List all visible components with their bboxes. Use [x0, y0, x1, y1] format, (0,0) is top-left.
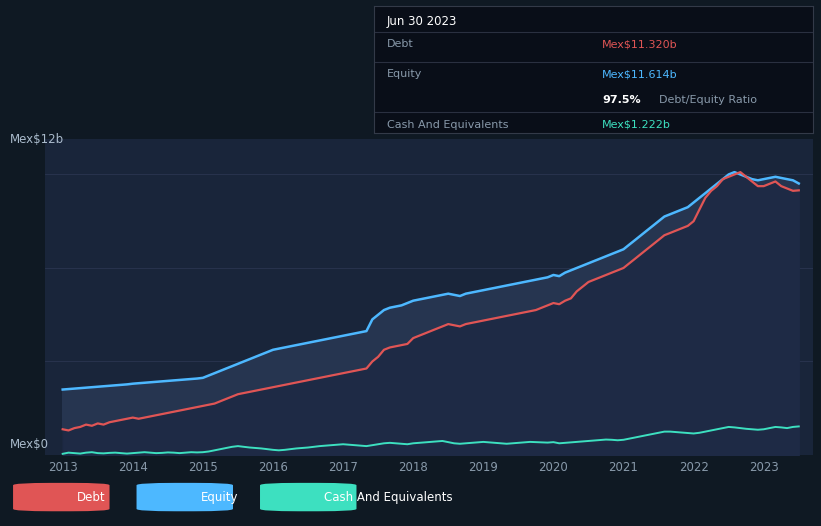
- Text: Jun 30 2023: Jun 30 2023: [387, 15, 457, 28]
- FancyBboxPatch shape: [136, 483, 233, 511]
- Text: Mex$11.614b: Mex$11.614b: [602, 69, 677, 79]
- Text: Equity: Equity: [200, 491, 238, 503]
- Text: Cash And Equivalents: Cash And Equivalents: [387, 120, 508, 130]
- Text: Mex$1.222b: Mex$1.222b: [602, 120, 671, 130]
- FancyBboxPatch shape: [260, 483, 356, 511]
- Text: Equity: Equity: [387, 69, 422, 79]
- Text: Cash And Equivalents: Cash And Equivalents: [324, 491, 452, 503]
- Text: Debt/Equity Ratio: Debt/Equity Ratio: [659, 95, 757, 105]
- Text: Mex$12b: Mex$12b: [10, 133, 64, 146]
- Text: Debt: Debt: [77, 491, 106, 503]
- Text: Mex$11.320b: Mex$11.320b: [602, 39, 677, 49]
- Text: Debt: Debt: [387, 39, 414, 49]
- FancyBboxPatch shape: [13, 483, 109, 511]
- Text: 97.5%: 97.5%: [602, 95, 640, 105]
- Text: Mex$0: Mex$0: [10, 438, 49, 451]
